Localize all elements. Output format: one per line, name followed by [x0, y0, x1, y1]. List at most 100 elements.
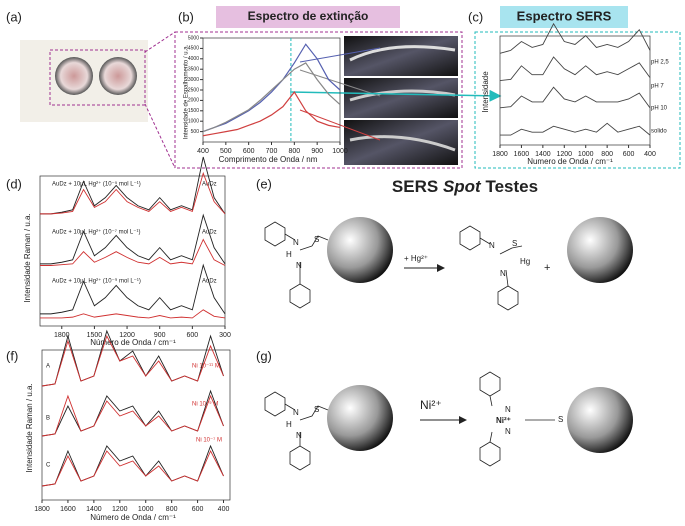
plot-frame: [41, 349, 231, 501]
y-tick-label: 1500: [188, 108, 199, 114]
annotation: AuDz + 10µL Hg²⁺ (10⁻⁵ mol L⁻¹): [52, 181, 141, 188]
y-tick-label: 500: [191, 129, 200, 135]
nanoparticle: [567, 387, 633, 453]
legend-label: pH 10: [651, 106, 668, 112]
y-tick-label: 1000: [188, 119, 199, 125]
dish: [55, 57, 93, 95]
panel-label: (d): [6, 176, 22, 191]
x-tick-label: 300: [219, 332, 231, 339]
spectrum: [499, 22, 651, 54]
x-tick-label: 1800: [492, 151, 508, 158]
x-axis-label: Comprimento de Onda / nm: [219, 155, 318, 164]
line: [202, 62, 341, 133]
header-box: [500, 6, 628, 28]
x-tick-label: 1400: [86, 506, 102, 513]
x-tick-label: 600: [187, 332, 199, 339]
molecule: [264, 221, 523, 311]
spectrum: [40, 238, 226, 266]
annotation: AuDz + 10µL Hg²⁺ (10⁻⁷ mol L⁻¹): [52, 229, 140, 236]
legend-label: pH 2,5: [651, 60, 669, 66]
x-tick-label: 1600: [60, 506, 76, 513]
spectrum: [40, 171, 226, 215]
x-axis-label: Número de Onda / cm⁻¹: [90, 338, 176, 347]
y-axis-label: Intensidade: [481, 71, 490, 113]
atom: N: [500, 269, 506, 278]
atom: H: [286, 420, 292, 429]
atom: Hg: [520, 257, 530, 266]
photo: [344, 120, 458, 165]
x-tick-label: 600: [243, 148, 255, 155]
panel-label: (c): [468, 9, 483, 24]
annotation: Ni 10⁻⁹ M: [192, 401, 218, 408]
streak: [349, 89, 456, 102]
x-tick-label: 1800: [54, 332, 70, 339]
atom: N: [296, 431, 302, 440]
nanoparticle: [567, 217, 633, 283]
spectrum: [40, 156, 226, 215]
title-part: SERS: [392, 177, 443, 196]
y-tick-label: 4500: [188, 46, 199, 52]
atom: N: [296, 261, 302, 270]
title-part: Testes: [481, 177, 538, 196]
spectrum: [40, 309, 226, 319]
y-axis-label: Intensidade Raman / u.a.: [23, 213, 32, 302]
y-axis-label: Intensidade de Espalhamento / u.a.: [184, 44, 190, 139]
header-box: [216, 6, 400, 28]
atom: S: [512, 239, 517, 248]
annotation: AuDz: [202, 182, 217, 188]
legend-label: pH 7: [651, 84, 664, 90]
x-tick-label: 800: [166, 506, 178, 513]
x-tick-label: 1200: [119, 332, 135, 339]
annotation: AuDz + 10µL Hg²⁺ (10⁻⁹ mol L⁻¹): [52, 278, 141, 285]
y-tick-label: 2000: [188, 98, 199, 104]
spectrum: [41, 334, 224, 387]
highlight-box: [49, 49, 146, 106]
x-tick-label: 500: [220, 148, 232, 155]
annotation: AuDz: [202, 279, 217, 285]
atom: N: [505, 427, 511, 436]
x-tick-label: 600: [192, 506, 204, 513]
line: [202, 91, 341, 137]
x-tick-label: 1400: [535, 151, 551, 158]
title-part: Spot: [443, 177, 482, 196]
x-tick-label: 800: [288, 148, 300, 155]
atom: N: [293, 408, 299, 417]
x-tick-label: 800: [601, 151, 613, 158]
atom: H: [286, 250, 292, 259]
dish: [99, 57, 137, 95]
spectrum: [40, 263, 226, 315]
panel-frame: [474, 31, 681, 169]
reagent: + Hg²⁺: [404, 254, 428, 263]
panel-label: (b): [178, 9, 194, 24]
spectrum: [41, 444, 224, 487]
x-tick-label: 1600: [514, 151, 530, 158]
spectrum: [40, 213, 226, 265]
legend-label: solido: [651, 129, 667, 135]
atom: S: [314, 405, 319, 414]
y-tick-label: 3000: [188, 77, 199, 83]
molecule: [264, 371, 555, 471]
x-tick-label: 900: [154, 332, 166, 339]
atom: S: [314, 235, 319, 244]
spectrum: [41, 449, 224, 487]
plot-frame: [39, 175, 226, 327]
y-tick-label: 3500: [188, 67, 199, 73]
y-tick-label: 4000: [188, 56, 199, 62]
x-tick-label: 600: [623, 151, 635, 158]
spectrum: [499, 86, 651, 109]
trace-label: C: [46, 463, 51, 469]
line: [202, 43, 341, 133]
x-tick-label: 400: [644, 151, 656, 158]
connector: [144, 31, 176, 53]
spectrum: [41, 394, 224, 437]
panel-label: (f): [6, 348, 18, 363]
atom: N: [489, 241, 495, 250]
x-tick-label: 1800: [34, 506, 50, 513]
x-tick-label: 1000: [138, 506, 154, 513]
annotation: Ni 10⁻⁷ M: [196, 437, 222, 444]
connector: [144, 103, 176, 169]
x-axis-label: Número de Onda / cm⁻¹: [90, 513, 176, 522]
x-axis-label: Numero de Onda / cm⁻¹: [527, 157, 613, 166]
x-tick-label: 900: [311, 148, 323, 155]
